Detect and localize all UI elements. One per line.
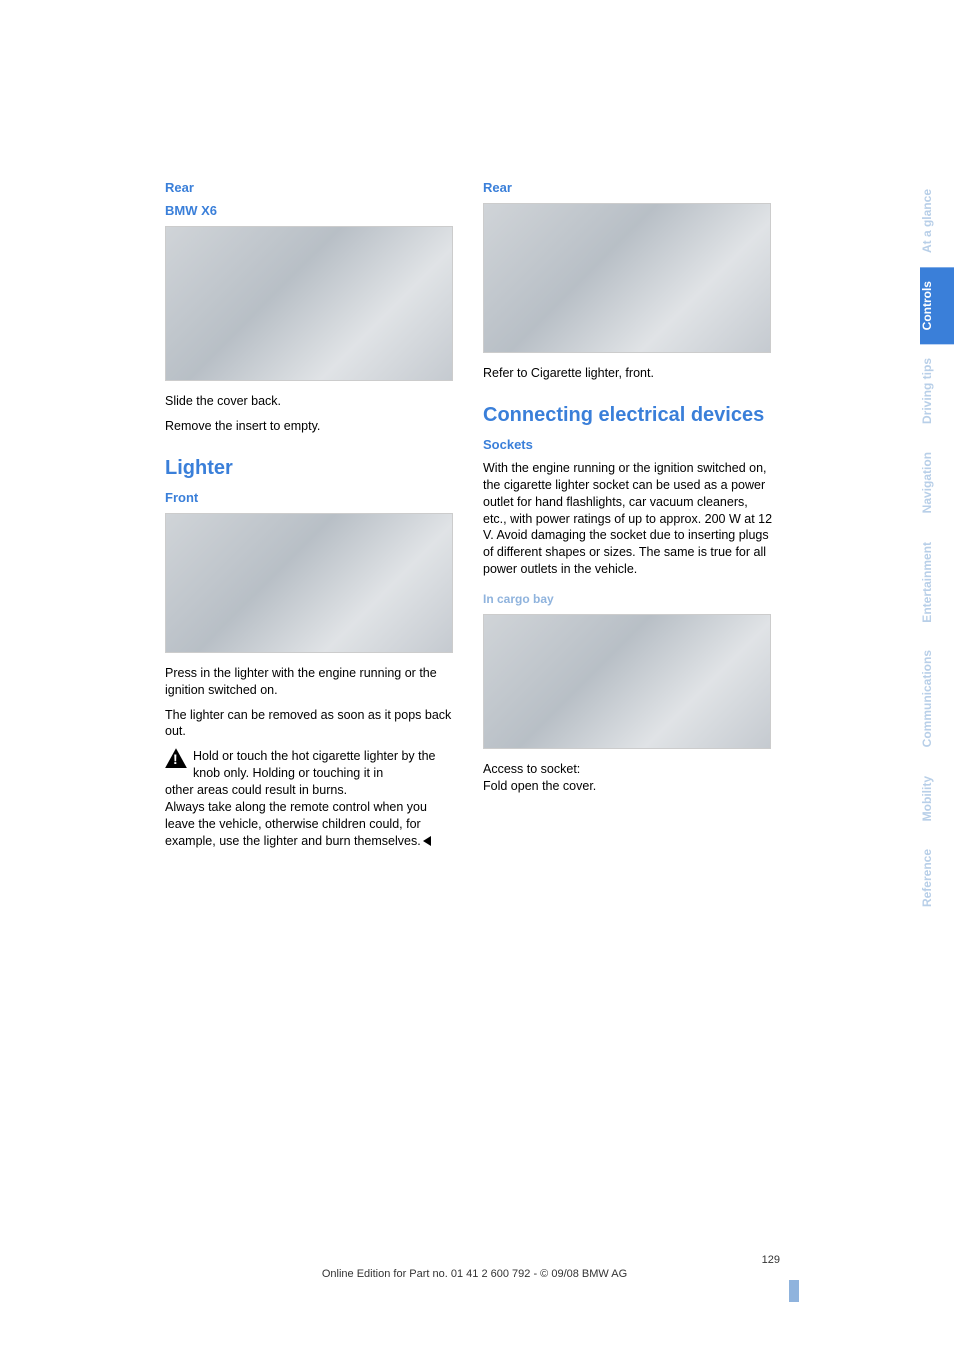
heading-rear-right: Rear xyxy=(483,180,773,195)
tab-reference[interactable]: Reference xyxy=(920,835,954,921)
tab-controls[interactable]: Controls xyxy=(920,267,954,344)
text-access-socket: Access to socket: xyxy=(483,761,773,778)
tab-at-a-glance[interactable]: At a glance xyxy=(920,175,954,267)
image-front-lighter xyxy=(165,513,453,653)
side-tabs: At a glance Controls Driving tips Naviga… xyxy=(920,175,954,921)
tab-driving-tips[interactable]: Driving tips xyxy=(920,344,954,438)
footer-line: Online Edition for Part no. 01 41 2 600 … xyxy=(165,1268,784,1280)
text-fold-cover: Fold open the cover. xyxy=(483,778,773,795)
tab-entertainment[interactable]: Entertainment xyxy=(920,528,954,637)
page-number: 129 xyxy=(165,1254,784,1266)
warning-text-rest: other areas could result in burns. Alway… xyxy=(165,782,455,850)
text-sockets: With the engine running or the ignition … xyxy=(483,460,773,578)
page: At a glance Controls Driving tips Naviga… xyxy=(0,0,954,1350)
right-column: Rear Refer to Cigarette lighter, front. … xyxy=(483,180,773,858)
text-refer-cigarette: Refer to Cigarette lighter, front. xyxy=(483,365,773,382)
tab-mobility[interactable]: Mobility xyxy=(920,762,954,835)
heading-in-cargo-bay: In cargo bay xyxy=(483,592,773,606)
image-rear-lighter xyxy=(483,203,771,353)
end-marker-icon xyxy=(423,836,431,846)
tab-communications[interactable]: Communications xyxy=(920,636,954,761)
text-remove-insert: Remove the insert to empty. xyxy=(165,418,455,435)
warning-text-first: Hold or touch the hot cigarette lighter … xyxy=(193,748,455,782)
content-columns: Rear BMW X6 Slide the cover back. Remove… xyxy=(165,180,894,858)
warning-icon xyxy=(165,748,187,768)
heading-sockets: Sockets xyxy=(483,437,773,452)
text-lighter-pops: The lighter can be removed as soon as it… xyxy=(165,707,455,741)
warning-row: Hold or touch the hot cigarette lighter … xyxy=(165,748,455,782)
heading-bmw-x6: BMW X6 xyxy=(165,203,455,218)
footer-accent-bar xyxy=(789,1280,799,1302)
image-rear-ashtray xyxy=(165,226,453,381)
heading-lighter: Lighter xyxy=(165,457,455,480)
heading-connecting-devices: Connecting electrical devices xyxy=(483,404,773,427)
page-footer: 129 Online Edition for Part no. 01 41 2 … xyxy=(165,1254,784,1280)
image-cargo-bay-socket xyxy=(483,614,771,749)
text-press-lighter: Press in the lighter with the engine run… xyxy=(165,665,455,699)
heading-rear-left: Rear xyxy=(165,180,455,195)
heading-front: Front xyxy=(165,490,455,505)
tab-navigation[interactable]: Navigation xyxy=(920,438,954,527)
text-slide-cover: Slide the cover back. xyxy=(165,393,455,410)
left-column: Rear BMW X6 Slide the cover back. Remove… xyxy=(165,180,455,858)
